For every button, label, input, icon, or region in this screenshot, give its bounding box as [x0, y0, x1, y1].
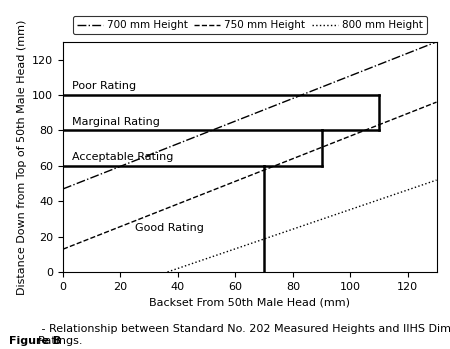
- Y-axis label: Distance Down from Top of 50th Male Head (mm): Distance Down from Top of 50th Male Head…: [17, 19, 27, 295]
- X-axis label: Backset From 50th Male Head (mm): Backset From 50th Male Head (mm): [149, 297, 350, 307]
- Legend: 700 mm Height, 750 mm Height, 800 mm Height: 700 mm Height, 750 mm Height, 800 mm Hei…: [72, 16, 427, 34]
- Text: Figure B: Figure B: [9, 335, 61, 346]
- Text: Poor Rating: Poor Rating: [72, 82, 136, 91]
- Text: - Relationship between Standard No. 202 Measured Heights and IIHS Dimensional
Ra: - Relationship between Standard No. 202 …: [38, 324, 450, 346]
- Text: Acceptable Rating: Acceptable Rating: [72, 153, 173, 162]
- Text: Marginal Rating: Marginal Rating: [72, 117, 159, 127]
- Text: Good Rating: Good Rating: [135, 223, 204, 233]
